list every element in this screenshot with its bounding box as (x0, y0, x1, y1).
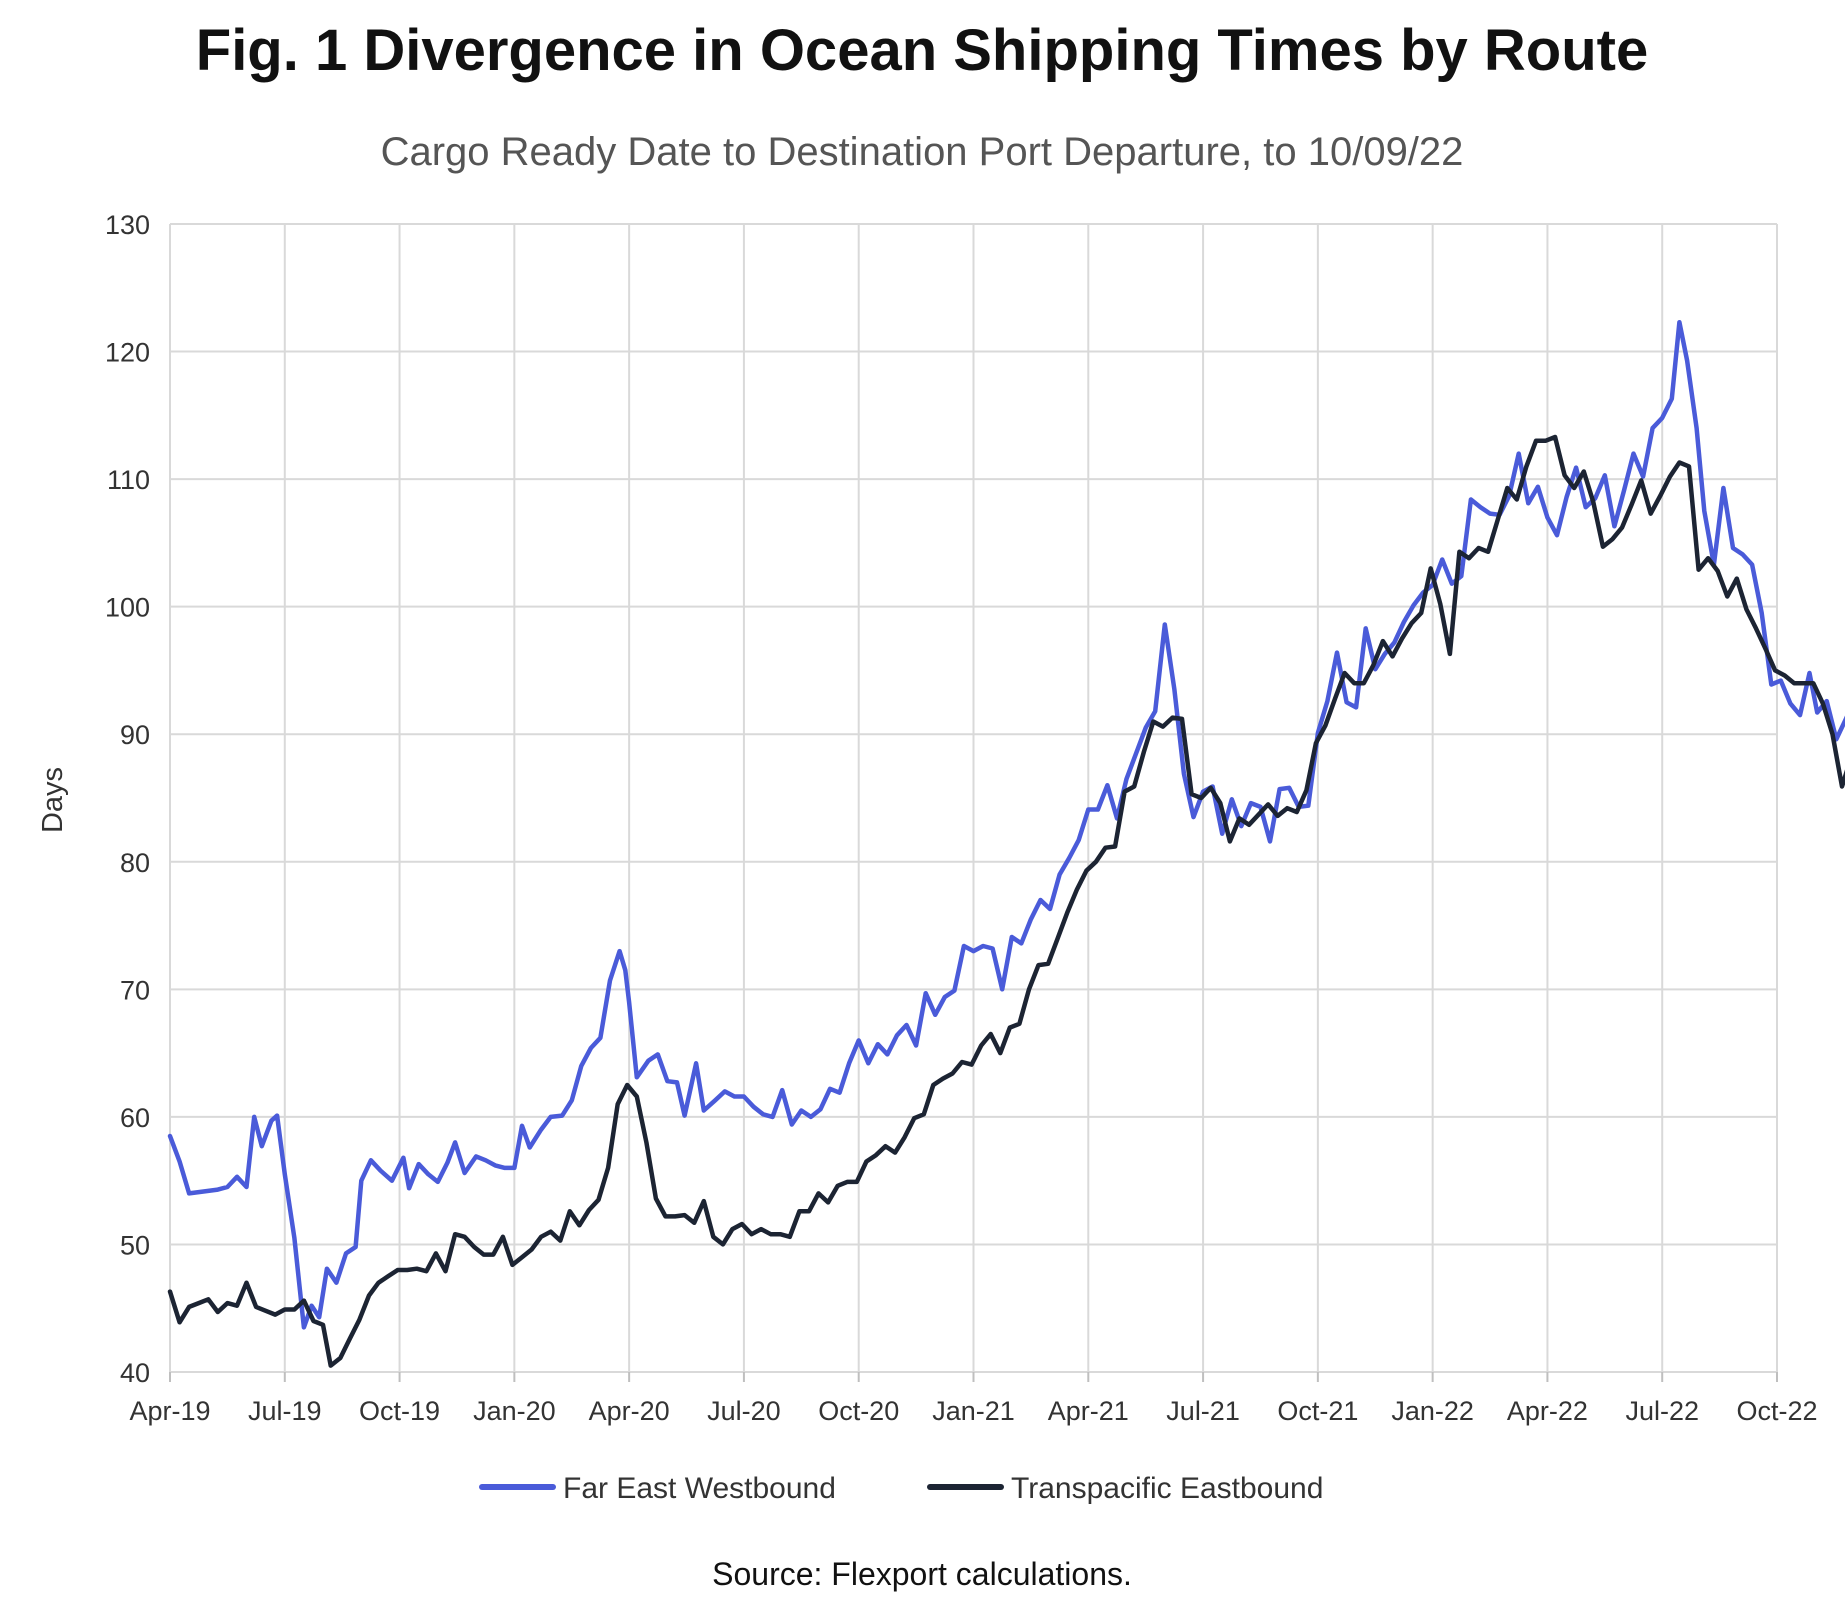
y-tick-label: 130 (105, 210, 150, 240)
x-tick-label: Oct-22 (1736, 1396, 1817, 1426)
y-tick-label: 120 (105, 338, 150, 368)
legend: Far East Westbound Transpacific Eastboun… (479, 1472, 1323, 1505)
x-tick-label: Jul-20 (707, 1396, 781, 1426)
x-tick-label: Apr-20 (589, 1396, 670, 1426)
y-tick-label: 90 (120, 720, 150, 750)
gridlines (169, 223, 1778, 1382)
x-tick-label: Apr-19 (129, 1396, 210, 1426)
y-tick-label: 100 (105, 593, 150, 623)
y-axis-title: Days (37, 767, 69, 833)
y-tick-label: 110 (107, 465, 150, 495)
legend-label-far-east-westbound: Far East Westbound (563, 1472, 836, 1505)
y-axis-ticks: 40 50 60 70 80 90 100 110 120 130 (105, 210, 150, 1388)
series (167, 319, 1845, 1368)
source-note: Source: Flexport calculations. (712, 1556, 1132, 1592)
chart-subtitle: Cargo Ready Date to Destination Port Dep… (381, 130, 1464, 174)
y-tick-label: 60 (120, 1103, 150, 1133)
x-tick-label: Oct-21 (1277, 1396, 1358, 1426)
series-line-transpacific-eastbound (167, 434, 1845, 1368)
y-tick-label: 80 (120, 848, 150, 878)
x-tick-label: Oct-20 (818, 1396, 899, 1426)
chart-title: Fig. 1 Divergence in Ocean Shipping Time… (196, 18, 1648, 83)
x-tick-label: Jul-19 (248, 1396, 322, 1426)
x-axis-ticks: Apr-19 Jul-19 Oct-19 Jan-20 Apr-20 Jul-20 Oct-… (129, 1396, 1817, 1426)
x-tick-label: Oct-19 (359, 1396, 440, 1426)
x-tick-label: Jan-22 (1391, 1396, 1474, 1426)
x-tick-label: Apr-22 (1507, 1396, 1588, 1426)
series-line-far-east-westbound (167, 319, 1845, 1330)
y-tick-label: 50 (120, 1230, 150, 1260)
legend-label-transpacific-eastbound: Transpacific Eastbound (1011, 1472, 1323, 1505)
x-tick-label: Jul-21 (1166, 1396, 1240, 1426)
y-tick-label: 40 (120, 1358, 150, 1388)
y-tick-label: 70 (120, 975, 150, 1005)
x-tick-label: Jan-21 (932, 1396, 1015, 1426)
x-tick-label: Apr-21 (1048, 1396, 1129, 1426)
x-tick-label: Jan-20 (473, 1396, 556, 1426)
x-tick-label: Jul-22 (1625, 1396, 1699, 1426)
